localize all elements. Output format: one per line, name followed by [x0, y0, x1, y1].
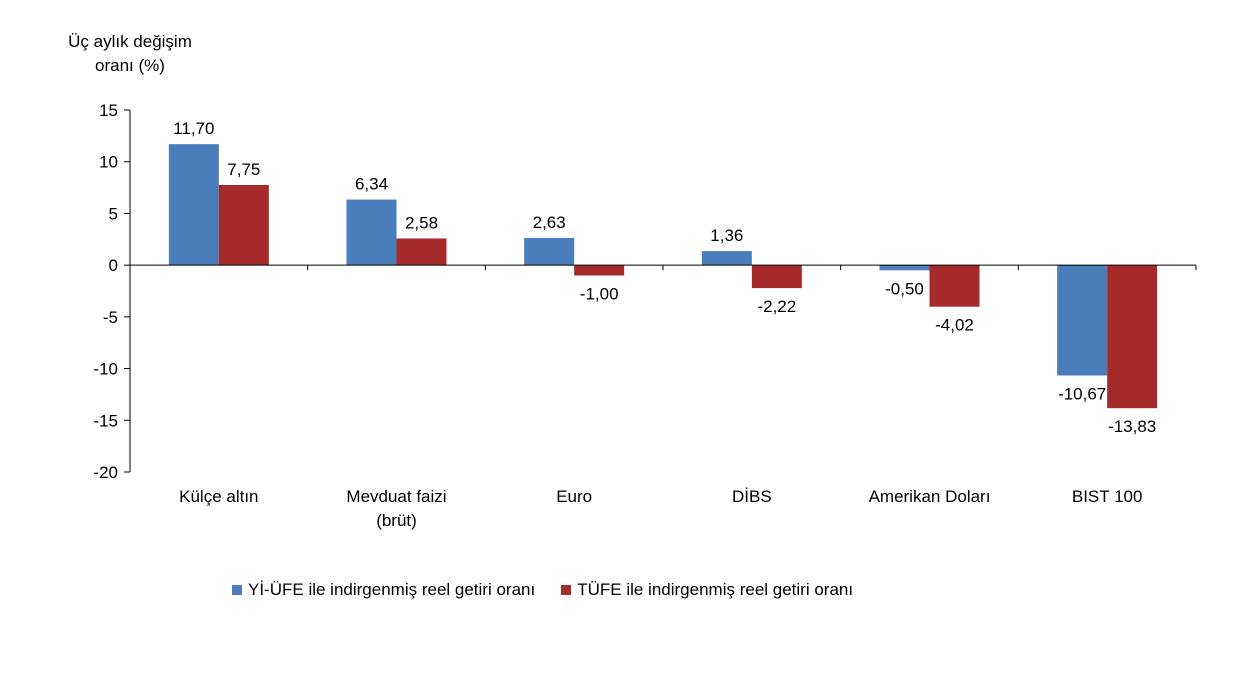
y-tick-label: -5: [103, 308, 118, 327]
x-tick-label: Amerikan Doları: [869, 487, 991, 506]
legend-label-tufe: TÜFE ile indirgenmiş reel getiri oranı: [577, 580, 854, 599]
bar-series-2: [574, 265, 625, 276]
data-label: -10,67: [1058, 385, 1106, 404]
data-label: 2,63: [533, 213, 566, 232]
x-tick-label: DİBS: [732, 487, 772, 506]
data-label: -2,22: [757, 297, 796, 316]
data-label: 1,36: [710, 226, 743, 245]
bar-series-1: [701, 251, 752, 266]
y-tick-label: -20: [93, 463, 118, 482]
bar-series-1: [879, 265, 930, 271]
x-tick-label: Mevduat faizi (brüt): [346, 487, 446, 530]
y-tick-label: 5: [109, 204, 118, 223]
x-tick-label: BIST 100: [1072, 487, 1143, 506]
y-axis-title-line-2: oranı (%): [95, 56, 165, 75]
bar-series-2: [218, 184, 269, 266]
y-axis-title-line-1: Üç aylık değişim: [68, 32, 192, 51]
data-label: 7,75: [227, 160, 260, 179]
bar-series-1: [1057, 265, 1108, 376]
data-label: -0,50: [885, 279, 924, 298]
legend-swatch-tufe: [561, 585, 572, 595]
data-label: 11,70: [173, 119, 214, 138]
x-tick-label: Külçe altın: [179, 487, 258, 506]
bar-series-2: [1107, 265, 1158, 409]
y-tick-label: -15: [93, 411, 118, 430]
bar-series-2: [751, 265, 802, 289]
bar-series-2: [929, 265, 980, 307]
legend-item-tufe: TÜFE ile indirgenmiş reel getiri oranı: [561, 580, 853, 600]
y-tick-label: 10: [99, 153, 118, 172]
y-tick-label: 15: [99, 101, 118, 120]
data-label: -13,83: [1108, 417, 1156, 436]
data-label: 6,34: [355, 175, 388, 194]
bar-series-2: [396, 238, 447, 266]
legend: Yİ-ÜFE ile indirgenmiş reel getiri oranı…: [232, 578, 879, 602]
legend-item-yi-ufe: Yİ-ÜFE ile indirgenmiş reel getiri oranı: [232, 580, 535, 600]
bar-series-1: [524, 237, 575, 266]
data-label: -1,00: [580, 284, 619, 303]
data-label: 2,58: [405, 213, 438, 232]
data-label: -4,02: [935, 316, 974, 335]
legend-swatch-yi-ufe: [232, 585, 242, 595]
y-axis-title: Üç aylık değişim oranı (%): [40, 30, 220, 78]
bar-series-1: [168, 144, 219, 266]
bar-series-1: [346, 199, 397, 266]
legend-label-yi-ufe: Yİ-ÜFE ile indirgenmiş reel getiri oranı: [248, 580, 536, 599]
y-tick-label: 0: [109, 256, 118, 275]
x-tick-label: Euro: [556, 487, 592, 506]
y-tick-label: -10: [93, 360, 118, 379]
